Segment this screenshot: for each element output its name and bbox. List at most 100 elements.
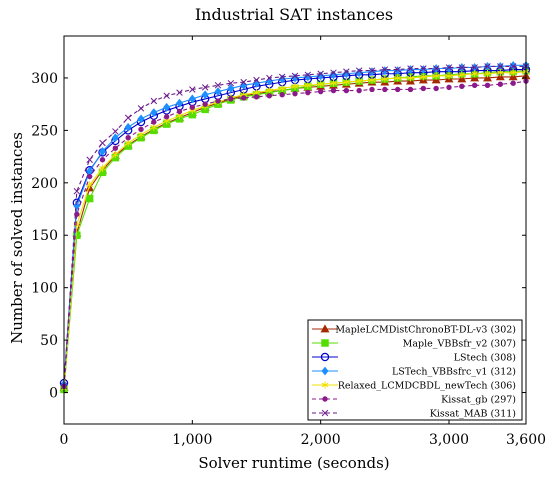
data-point bbox=[227, 79, 235, 87]
data-point bbox=[189, 86, 196, 93]
data-point bbox=[86, 156, 93, 163]
y-tick-label: 250 bbox=[31, 123, 58, 139]
chart-title: Industrial SAT instances bbox=[195, 5, 393, 24]
data-point bbox=[330, 79, 337, 87]
data-point bbox=[321, 366, 329, 376]
data-point bbox=[320, 352, 330, 362]
data-point bbox=[484, 82, 491, 88]
data-point bbox=[201, 84, 209, 91]
data-point bbox=[510, 80, 516, 86]
data-point bbox=[420, 85, 427, 92]
y-tick-label: 150 bbox=[31, 228, 58, 244]
data-point bbox=[432, 65, 440, 72]
legend-entry-label: Maple_VBBsfr_v2 (307) bbox=[403, 339, 516, 350]
data-point bbox=[343, 87, 350, 94]
data-point bbox=[265, 86, 273, 95]
x-axis-label: Solver runtime (seconds) bbox=[198, 454, 389, 472]
data-point bbox=[508, 72, 518, 81]
legend-entry-label: LStech (308) bbox=[454, 353, 516, 364]
data-point bbox=[304, 81, 312, 89]
data-point bbox=[305, 89, 311, 96]
data-point bbox=[188, 94, 196, 104]
data-point bbox=[368, 67, 376, 74]
legend-entry-label: Relaxed_LCMDCBDL_newTech (306) bbox=[338, 381, 516, 392]
data-point bbox=[458, 71, 466, 79]
data-point bbox=[368, 76, 376, 84]
data-point bbox=[124, 114, 132, 122]
data-point bbox=[124, 139, 132, 147]
data-point bbox=[138, 126, 144, 133]
data-point bbox=[99, 139, 106, 147]
data-point bbox=[459, 83, 465, 90]
data-point bbox=[112, 128, 119, 135]
x-tick-label: 3,600 bbox=[506, 432, 546, 448]
data-point bbox=[125, 135, 131, 141]
plot-frame bbox=[63, 35, 527, 425]
legend-entry-label: Kissat_gb (297) bbox=[441, 395, 516, 406]
data-point bbox=[407, 86, 414, 93]
data-point bbox=[407, 65, 414, 72]
y-axis-label: Number of solved instances bbox=[8, 132, 26, 344]
data-point bbox=[470, 73, 480, 82]
y-tick-label: 50 bbox=[40, 333, 58, 349]
data-point bbox=[137, 105, 145, 112]
data-point bbox=[279, 92, 285, 98]
data-point bbox=[228, 96, 234, 102]
data-point bbox=[137, 114, 145, 124]
data-point bbox=[189, 104, 196, 111]
data-point bbox=[343, 68, 350, 75]
data-point bbox=[137, 130, 145, 139]
data-point bbox=[369, 86, 375, 93]
data-point bbox=[433, 85, 439, 92]
data-point bbox=[317, 88, 324, 95]
data-point bbox=[431, 75, 441, 84]
data-point bbox=[471, 70, 479, 78]
x-tick-label: 2,000 bbox=[301, 432, 341, 448]
y-tick-label: 200 bbox=[31, 176, 58, 192]
data-point bbox=[214, 82, 222, 89]
data-point bbox=[99, 164, 106, 172]
data-point bbox=[355, 77, 363, 85]
data-point bbox=[484, 70, 491, 78]
data-point bbox=[240, 95, 247, 101]
legend-entry-label: LSTech_VBBsfrc_v1 (312) bbox=[392, 367, 516, 378]
y-tick-label: 300 bbox=[31, 71, 58, 87]
data-point bbox=[509, 69, 517, 77]
data-point bbox=[98, 146, 107, 156]
data-point bbox=[240, 78, 247, 86]
data-point bbox=[85, 194, 94, 203]
data-point bbox=[471, 82, 478, 88]
data-point bbox=[446, 84, 452, 91]
data-point bbox=[471, 64, 478, 71]
data-point bbox=[394, 86, 401, 93]
data-point bbox=[394, 66, 401, 73]
data-point bbox=[99, 157, 106, 163]
data-point bbox=[330, 69, 337, 76]
data-point bbox=[483, 73, 492, 82]
data-point bbox=[73, 231, 81, 239]
legend-entry-label: MapleLCMDistChronoBT-DL-v3 (302) bbox=[335, 325, 516, 336]
x-tick-label: 0 bbox=[60, 432, 69, 448]
data-point bbox=[278, 84, 286, 93]
data-point bbox=[394, 74, 402, 82]
data-point bbox=[457, 74, 467, 83]
data-point bbox=[355, 67, 363, 74]
data-point bbox=[201, 90, 209, 100]
data-point bbox=[266, 74, 273, 82]
data-point bbox=[321, 381, 329, 389]
data-point bbox=[163, 92, 170, 100]
data-point bbox=[497, 81, 504, 87]
y-tick-label: 0 bbox=[49, 386, 58, 402]
data-point bbox=[342, 78, 350, 86]
data-point bbox=[321, 339, 329, 347]
data-point bbox=[124, 122, 132, 132]
data-point bbox=[496, 69, 504, 77]
data-point bbox=[253, 94, 260, 100]
data-point bbox=[432, 72, 440, 80]
data-point bbox=[266, 93, 273, 99]
data-point bbox=[317, 71, 325, 81]
data-point bbox=[150, 97, 158, 105]
data-point bbox=[317, 70, 324, 77]
